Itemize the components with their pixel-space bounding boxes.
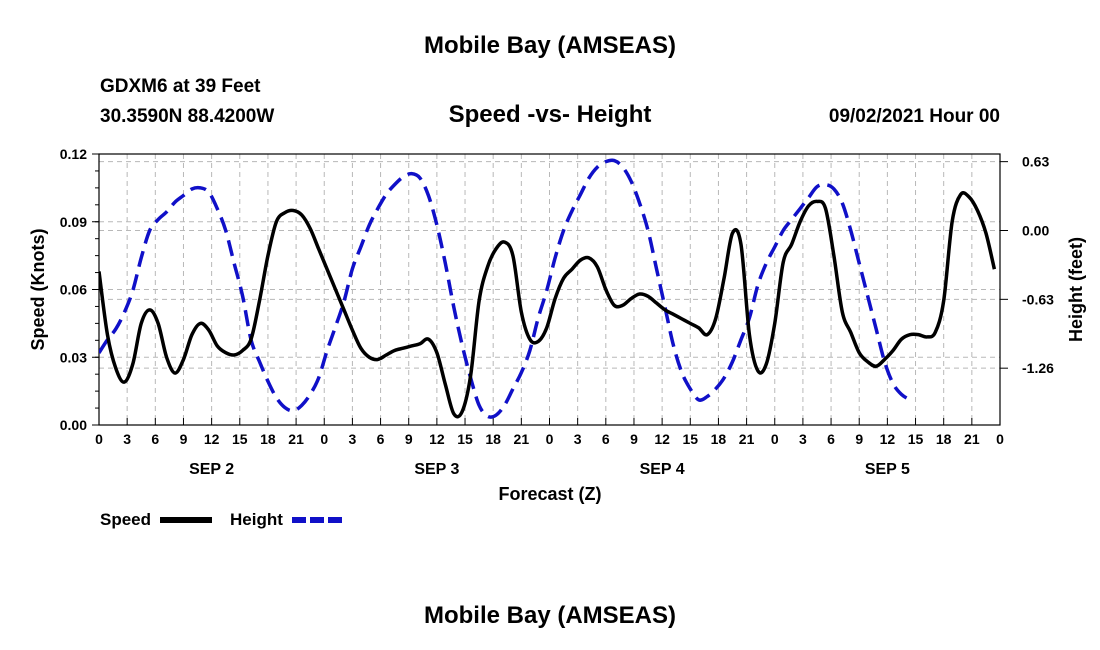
x-tick-label: 15 xyxy=(232,431,248,447)
y-tick-label: 0.06 xyxy=(60,282,87,298)
series-line-speed xyxy=(99,191,997,419)
x-tick-label: 0 xyxy=(771,431,779,447)
x-tick-label: 12 xyxy=(204,431,220,447)
x-axis-label: Forecast (Z) xyxy=(498,484,601,504)
y2-tick-label: 0.63 xyxy=(1022,154,1049,170)
legend-label-height: Height xyxy=(230,510,283,529)
x-tick-label: 21 xyxy=(514,431,530,447)
y-tick-label: 0.03 xyxy=(60,349,87,365)
x-tick-label: 3 xyxy=(123,431,131,447)
forecast-datetime: 09/02/2021 Hour 00 xyxy=(828,106,1000,127)
day-label: SEP 4 xyxy=(640,461,685,478)
day-label: SEP 3 xyxy=(414,461,459,478)
page-title-bottom: Mobile Bay (AMSEAS) xyxy=(423,602,677,629)
x-tick-label: 6 xyxy=(377,431,385,447)
y-tick-label: 0.09 xyxy=(60,214,87,230)
x-tick-label: 0 xyxy=(320,431,328,447)
x-tick-label: 21 xyxy=(964,431,980,447)
legend-label-speed: Speed xyxy=(100,510,151,529)
x-tick-label: 15 xyxy=(682,431,698,447)
y-tick-label: 0.00 xyxy=(60,417,87,433)
chart-subtitle: Speed -vs- Height xyxy=(448,101,652,128)
y2-tick-label: -1.26 xyxy=(1022,360,1054,376)
station-coords: 30.3590N 88.4200W xyxy=(100,106,275,127)
x-tick-label: 3 xyxy=(349,431,357,447)
x-tick-label: 18 xyxy=(936,431,952,447)
day-label: SEP 5 xyxy=(865,461,910,478)
x-tick-label: 12 xyxy=(654,431,670,447)
x-tick-label: 0 xyxy=(996,431,1004,447)
x-tick-label: 6 xyxy=(602,431,610,447)
x-tick-label: 21 xyxy=(288,431,304,447)
x-tick-label: 18 xyxy=(260,431,276,447)
y2-tick-label: 0.00 xyxy=(1022,222,1049,238)
series-line-height xyxy=(99,158,911,419)
y-axis-label-left: Speed (Knots) xyxy=(28,228,48,350)
x-tick-label: 15 xyxy=(457,431,473,447)
plot-frame xyxy=(98,153,1001,426)
x-tick-label: 6 xyxy=(827,431,835,447)
x-tick-label: 9 xyxy=(630,431,638,447)
day-label: SEP 2 xyxy=(189,461,234,478)
x-tick-label: 0 xyxy=(546,431,554,447)
y2-tick-label: -0.63 xyxy=(1022,291,1054,307)
x-tick-label: 12 xyxy=(429,431,445,447)
page-title-top: Mobile Bay (AMSEAS) xyxy=(423,32,677,59)
station-label: GDXM6 at 39 Feet xyxy=(100,76,261,97)
x-tick-label: 18 xyxy=(485,431,501,447)
x-tick-label: 9 xyxy=(180,431,188,447)
x-tick-label: 0 xyxy=(95,431,103,447)
y-axis-label-right: Height (feet) xyxy=(1066,237,1086,342)
x-tick-label: 9 xyxy=(855,431,863,447)
x-tick-label: 3 xyxy=(574,431,582,447)
x-tick-label: 21 xyxy=(739,431,755,447)
x-tick-label: 3 xyxy=(799,431,807,447)
y-tick-label: 0.12 xyxy=(60,146,87,162)
x-tick-label: 9 xyxy=(405,431,413,447)
x-tick-label: 12 xyxy=(880,431,896,447)
x-tick-label: 6 xyxy=(151,431,159,447)
x-tick-label: 18 xyxy=(711,431,727,447)
x-tick-label: 15 xyxy=(908,431,924,447)
